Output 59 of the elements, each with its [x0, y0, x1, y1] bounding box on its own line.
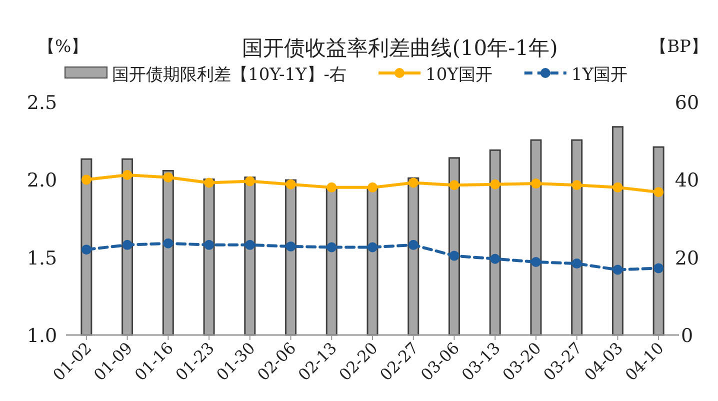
- point: [490, 179, 500, 190]
- bar: [203, 178, 215, 336]
- point: [612, 182, 623, 192]
- point: [449, 250, 460, 261]
- point: [530, 256, 541, 267]
- bar: [448, 157, 460, 336]
- bar: [652, 146, 664, 336]
- y-tick-label: 1.5: [26, 247, 58, 270]
- y2-tick-label: 60: [674, 92, 700, 114]
- point: [286, 179, 296, 190]
- point: [654, 187, 664, 198]
- y2-axis-title: 【BP】: [650, 37, 708, 57]
- bar: [571, 139, 583, 336]
- y-tick-label: 2.5: [26, 92, 58, 114]
- bar: [80, 158, 92, 336]
- point: [81, 244, 92, 255]
- y-tick-label: 2.0: [26, 170, 58, 192]
- point: [612, 264, 623, 275]
- point: [204, 178, 214, 188]
- point: [244, 240, 255, 250]
- bar: [408, 177, 420, 336]
- point: [163, 238, 174, 248]
- point: [286, 241, 296, 252]
- point: [326, 182, 337, 192]
- bar: [122, 158, 134, 336]
- point: [326, 242, 337, 252]
- point: [368, 182, 378, 192]
- bar: [326, 186, 338, 336]
- bar: [366, 186, 378, 336]
- legend-label: 1Y国开: [571, 65, 628, 85]
- point: [408, 240, 418, 250]
- y2-tick-label: 0: [680, 325, 694, 347]
- point: [204, 240, 214, 250]
- point: [122, 170, 132, 180]
- point: [572, 258, 582, 269]
- point: [368, 242, 378, 252]
- bar: [530, 139, 542, 336]
- point: [122, 240, 132, 250]
- y-axis-title: 【%】: [38, 37, 88, 57]
- bar: [612, 126, 624, 336]
- y2-tick-label: 40: [674, 170, 700, 192]
- point: [572, 180, 582, 190]
- bar: [162, 170, 174, 336]
- bar: [489, 149, 501, 336]
- point: [408, 178, 418, 188]
- chart-title: 国开债收益率利差曲线(10年-1年): [242, 36, 558, 60]
- point: [244, 176, 255, 186]
- bar: [244, 176, 256, 336]
- bar: [285, 179, 297, 336]
- point: [654, 263, 664, 274]
- legend-label: 10Y国开: [426, 65, 492, 85]
- legend-label: 国开债期限利差【10Y-1Y】-右: [112, 65, 347, 85]
- y2-tick-label: 20: [674, 247, 700, 270]
- point: [490, 254, 500, 264]
- point: [163, 172, 174, 182]
- point: [81, 174, 92, 185]
- y-tick-label: 1.0: [26, 325, 58, 347]
- point: [449, 180, 460, 190]
- point: [530, 178, 541, 189]
